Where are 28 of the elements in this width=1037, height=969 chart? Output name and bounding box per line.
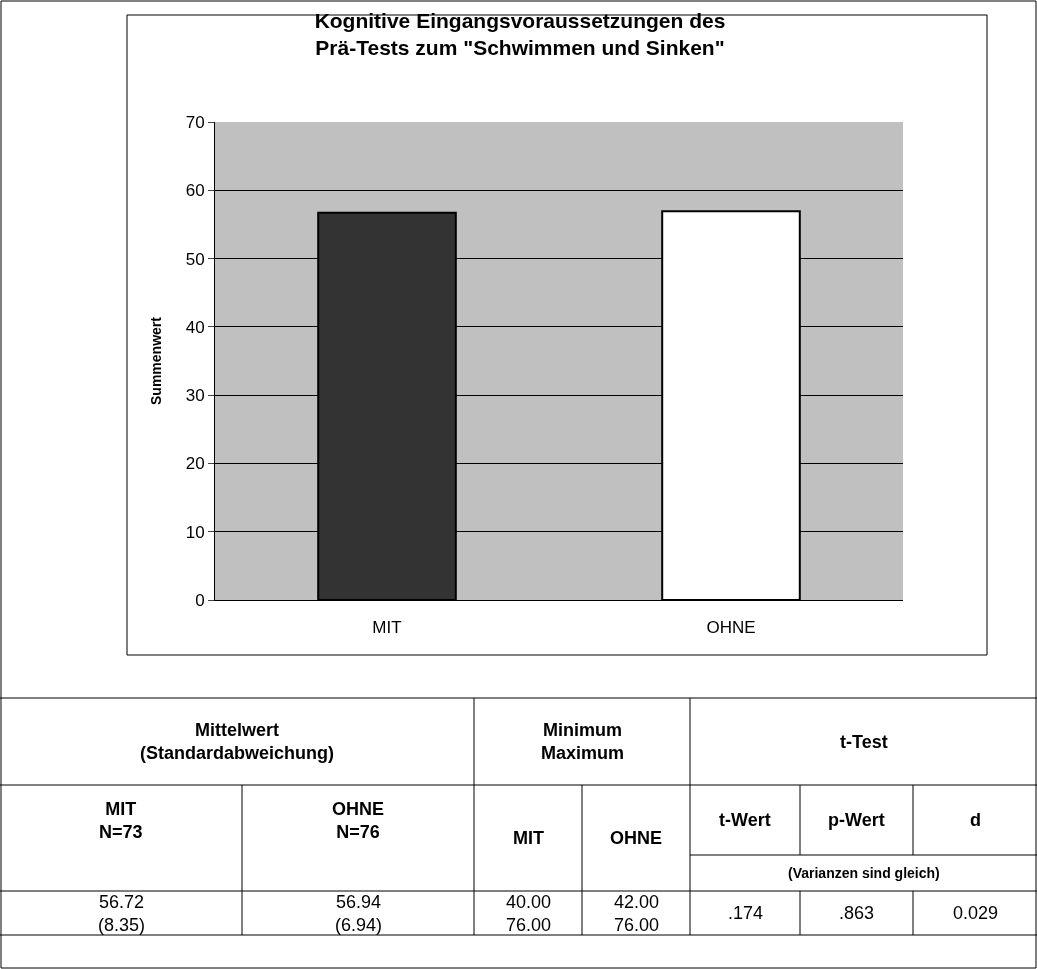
text: (Varianzen sind gleich) [788,865,940,881]
text: OHNE N=76 [332,799,385,843]
y-tick-label: 20 [185,454,205,474]
y-tick-label: 0 [195,590,205,610]
text: Mittelwert (Standardabweichung) [140,720,335,764]
y-tick-label: 70 [185,112,205,132]
text: .174 [728,903,764,923]
y-axis-title: Summenwert [148,316,165,405]
y-tick-label: 30 [185,386,205,406]
y-tick-label: 10 [185,522,205,542]
chart-title: Kognitive Eingangsvoraussetzungen des Prä-Tests zum "Schwimmen und Sinken" [314,9,726,60]
text: 40.00 76.00 [506,892,552,936]
text: MIT N=73 [99,799,143,843]
text: 56.94 (6.94) [335,892,383,936]
text: MIT [513,828,544,848]
text: 0.029 [953,903,999,923]
text: p-Wert [828,810,885,830]
y-tick-label: 60 [185,181,205,201]
text: d [970,810,981,830]
text: 42.00 76.00 [614,892,660,936]
text: 56.72 (8.35) [98,892,146,936]
y-tick-label: 50 [185,249,205,269]
text: t-Wert [719,810,771,830]
text: t-Test [840,732,888,752]
text: OHNE [610,828,663,848]
text: .863 [839,903,875,923]
y-tick-label: 40 [185,317,205,337]
text: Minimum Maximum [541,720,625,764]
